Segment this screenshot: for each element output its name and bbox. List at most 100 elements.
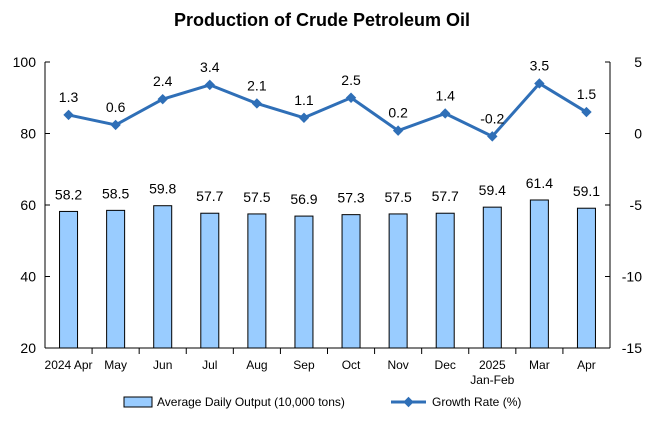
right-tick-label: -5: [630, 197, 643, 213]
bar-value-label: 58.2: [55, 186, 82, 202]
bar-value-label: 57.5: [243, 189, 270, 205]
x-category-line: Aug: [246, 358, 267, 372]
legend: Average Daily Output (10,000 tons) Growt…: [123, 395, 521, 409]
bar: [529, 199, 549, 349]
bar-value-label: 61.4: [526, 175, 553, 191]
growth-rate-marker: [63, 109, 74, 121]
growth-rate-marker: [251, 98, 263, 109]
plot-frame: [44, 62, 611, 354]
x-category-line: Dec: [435, 358, 456, 372]
chart-title: Production of Crude Petroleum Oil: [174, 10, 470, 30]
growth-rate-label: 2.4: [153, 73, 173, 89]
bar-value-label: 58.5: [102, 185, 129, 201]
x-category-line: Sep: [293, 358, 315, 372]
growth-labels: 1.3 0.6 2.4 3.4 2.1 1.1 2.5 0.2 1.4 -0.2 3.5 1.5: [59, 57, 597, 126]
x-category-line: Jan-Feb: [470, 373, 514, 387]
bar-labels: 58.2 58.5 59.8 57.7 57.5 56.9 57.3 57.5 57.7 59.4…: [55, 175, 600, 207]
x-category-line: May: [104, 358, 127, 372]
growth-rate-label: 1.4: [435, 87, 455, 103]
bar-value-label: 57.3: [337, 190, 364, 206]
growth-rate-label: 3.5: [530, 57, 550, 73]
growth-rate-marker: [534, 78, 545, 89]
x-category-label: 2025 Jan-Feb: [470, 358, 514, 387]
x-category-line: Mar: [529, 358, 550, 372]
bar: [435, 212, 455, 349]
x-category-label: Apr: [577, 358, 596, 372]
bar-value-label: 59.1: [573, 183, 600, 199]
x-axis-labels: 2024 Apr May Jun Jul Aug Sep Oct Nov Dec 2025 Jan-…: [45, 358, 596, 387]
growth-rate-line: [68, 81, 588, 138]
x-category-label: Nov: [387, 358, 408, 372]
right-tick-label: -15: [622, 340, 642, 356]
growth-rate-label: 3.4: [200, 59, 220, 75]
growth-line: [68, 81, 588, 138]
growth-rate-label: 0.6: [106, 99, 126, 115]
growth-rate-label: 2.1: [247, 77, 267, 93]
x-category-label: Aug: [246, 358, 267, 372]
bar-value-label: 59.4: [479, 182, 506, 198]
x-category-label: Dec: [435, 358, 456, 372]
growth-rate-label: 1.1: [294, 92, 314, 108]
bar: [341, 214, 361, 349]
growth-points: [63, 78, 592, 142]
left-tick-label: 40: [20, 269, 36, 285]
bar: [106, 209, 126, 349]
left-tick-label: 20: [20, 340, 36, 356]
bar: [576, 207, 596, 349]
growth-rate-marker: [440, 108, 451, 119]
x-category-label: Oct: [342, 358, 361, 372]
growth-rate-label: -0.2: [480, 110, 504, 126]
x-category-line: Jun: [153, 358, 172, 372]
bar-value-label: 57.7: [432, 188, 459, 204]
bar-value-label: 57.5: [385, 189, 412, 205]
bar-value-label: 59.8: [149, 181, 176, 197]
x-category-line: 2025: [479, 358, 506, 372]
right-tick-label: 5: [634, 54, 642, 70]
bar: [247, 213, 267, 349]
x-category-line: 2024 Apr: [45, 358, 93, 372]
x-category-label: May: [104, 358, 127, 372]
bar-value-label: 57.7: [196, 188, 223, 204]
x-category-label: 2024 Apr: [45, 358, 93, 372]
growth-rate-marker: [298, 112, 310, 123]
growth-rate-marker: [204, 79, 215, 91]
growth-rate-label: 0.2: [388, 105, 408, 121]
bars: [59, 199, 596, 349]
x-category-line: Nov: [387, 358, 408, 372]
growth-rate-label: 1.3: [59, 89, 79, 105]
bar: [200, 212, 220, 349]
x-category-label: Sep: [293, 358, 315, 372]
left-axis: 20 40 60 80 100: [13, 54, 50, 356]
x-category-label: Jun: [153, 358, 172, 372]
right-axis: -15 -10 -5 0 5: [605, 54, 642, 356]
growth-rate-marker: [157, 93, 168, 105]
bar: [482, 206, 502, 349]
bar: [59, 210, 79, 349]
legend-bar-label: Average Daily Output (10,000 tons): [157, 395, 345, 409]
growth-rate-marker: [345, 92, 357, 103]
x-category-line: Oct: [342, 358, 361, 372]
left-tick-label: 100: [13, 54, 37, 70]
left-tick-label: 80: [20, 126, 36, 142]
left-tick-label: 60: [20, 197, 36, 213]
growth-rate-marker: [581, 106, 592, 118]
growth-rate-label: 1.5: [577, 86, 597, 102]
legend-line-label: Growth Rate (%): [432, 395, 521, 409]
bar-value-label: 56.9: [290, 191, 317, 207]
legend-line-marker: [403, 396, 414, 408]
bar: [153, 205, 173, 349]
x-category-line: Apr: [577, 358, 596, 372]
right-tick-label: -10: [622, 269, 642, 285]
growth-rate-label: 2.5: [341, 72, 361, 88]
x-category-label: Jul: [202, 358, 217, 372]
bar: [294, 215, 314, 349]
bar: [388, 213, 408, 349]
growth-rate-marker: [487, 131, 498, 142]
right-tick-label: 0: [634, 126, 642, 142]
growth-rate-marker: [110, 119, 121, 131]
legend-bar-swatch: [123, 396, 153, 408]
growth-rate-marker: [392, 125, 404, 136]
x-category-line: Jul: [202, 358, 217, 372]
